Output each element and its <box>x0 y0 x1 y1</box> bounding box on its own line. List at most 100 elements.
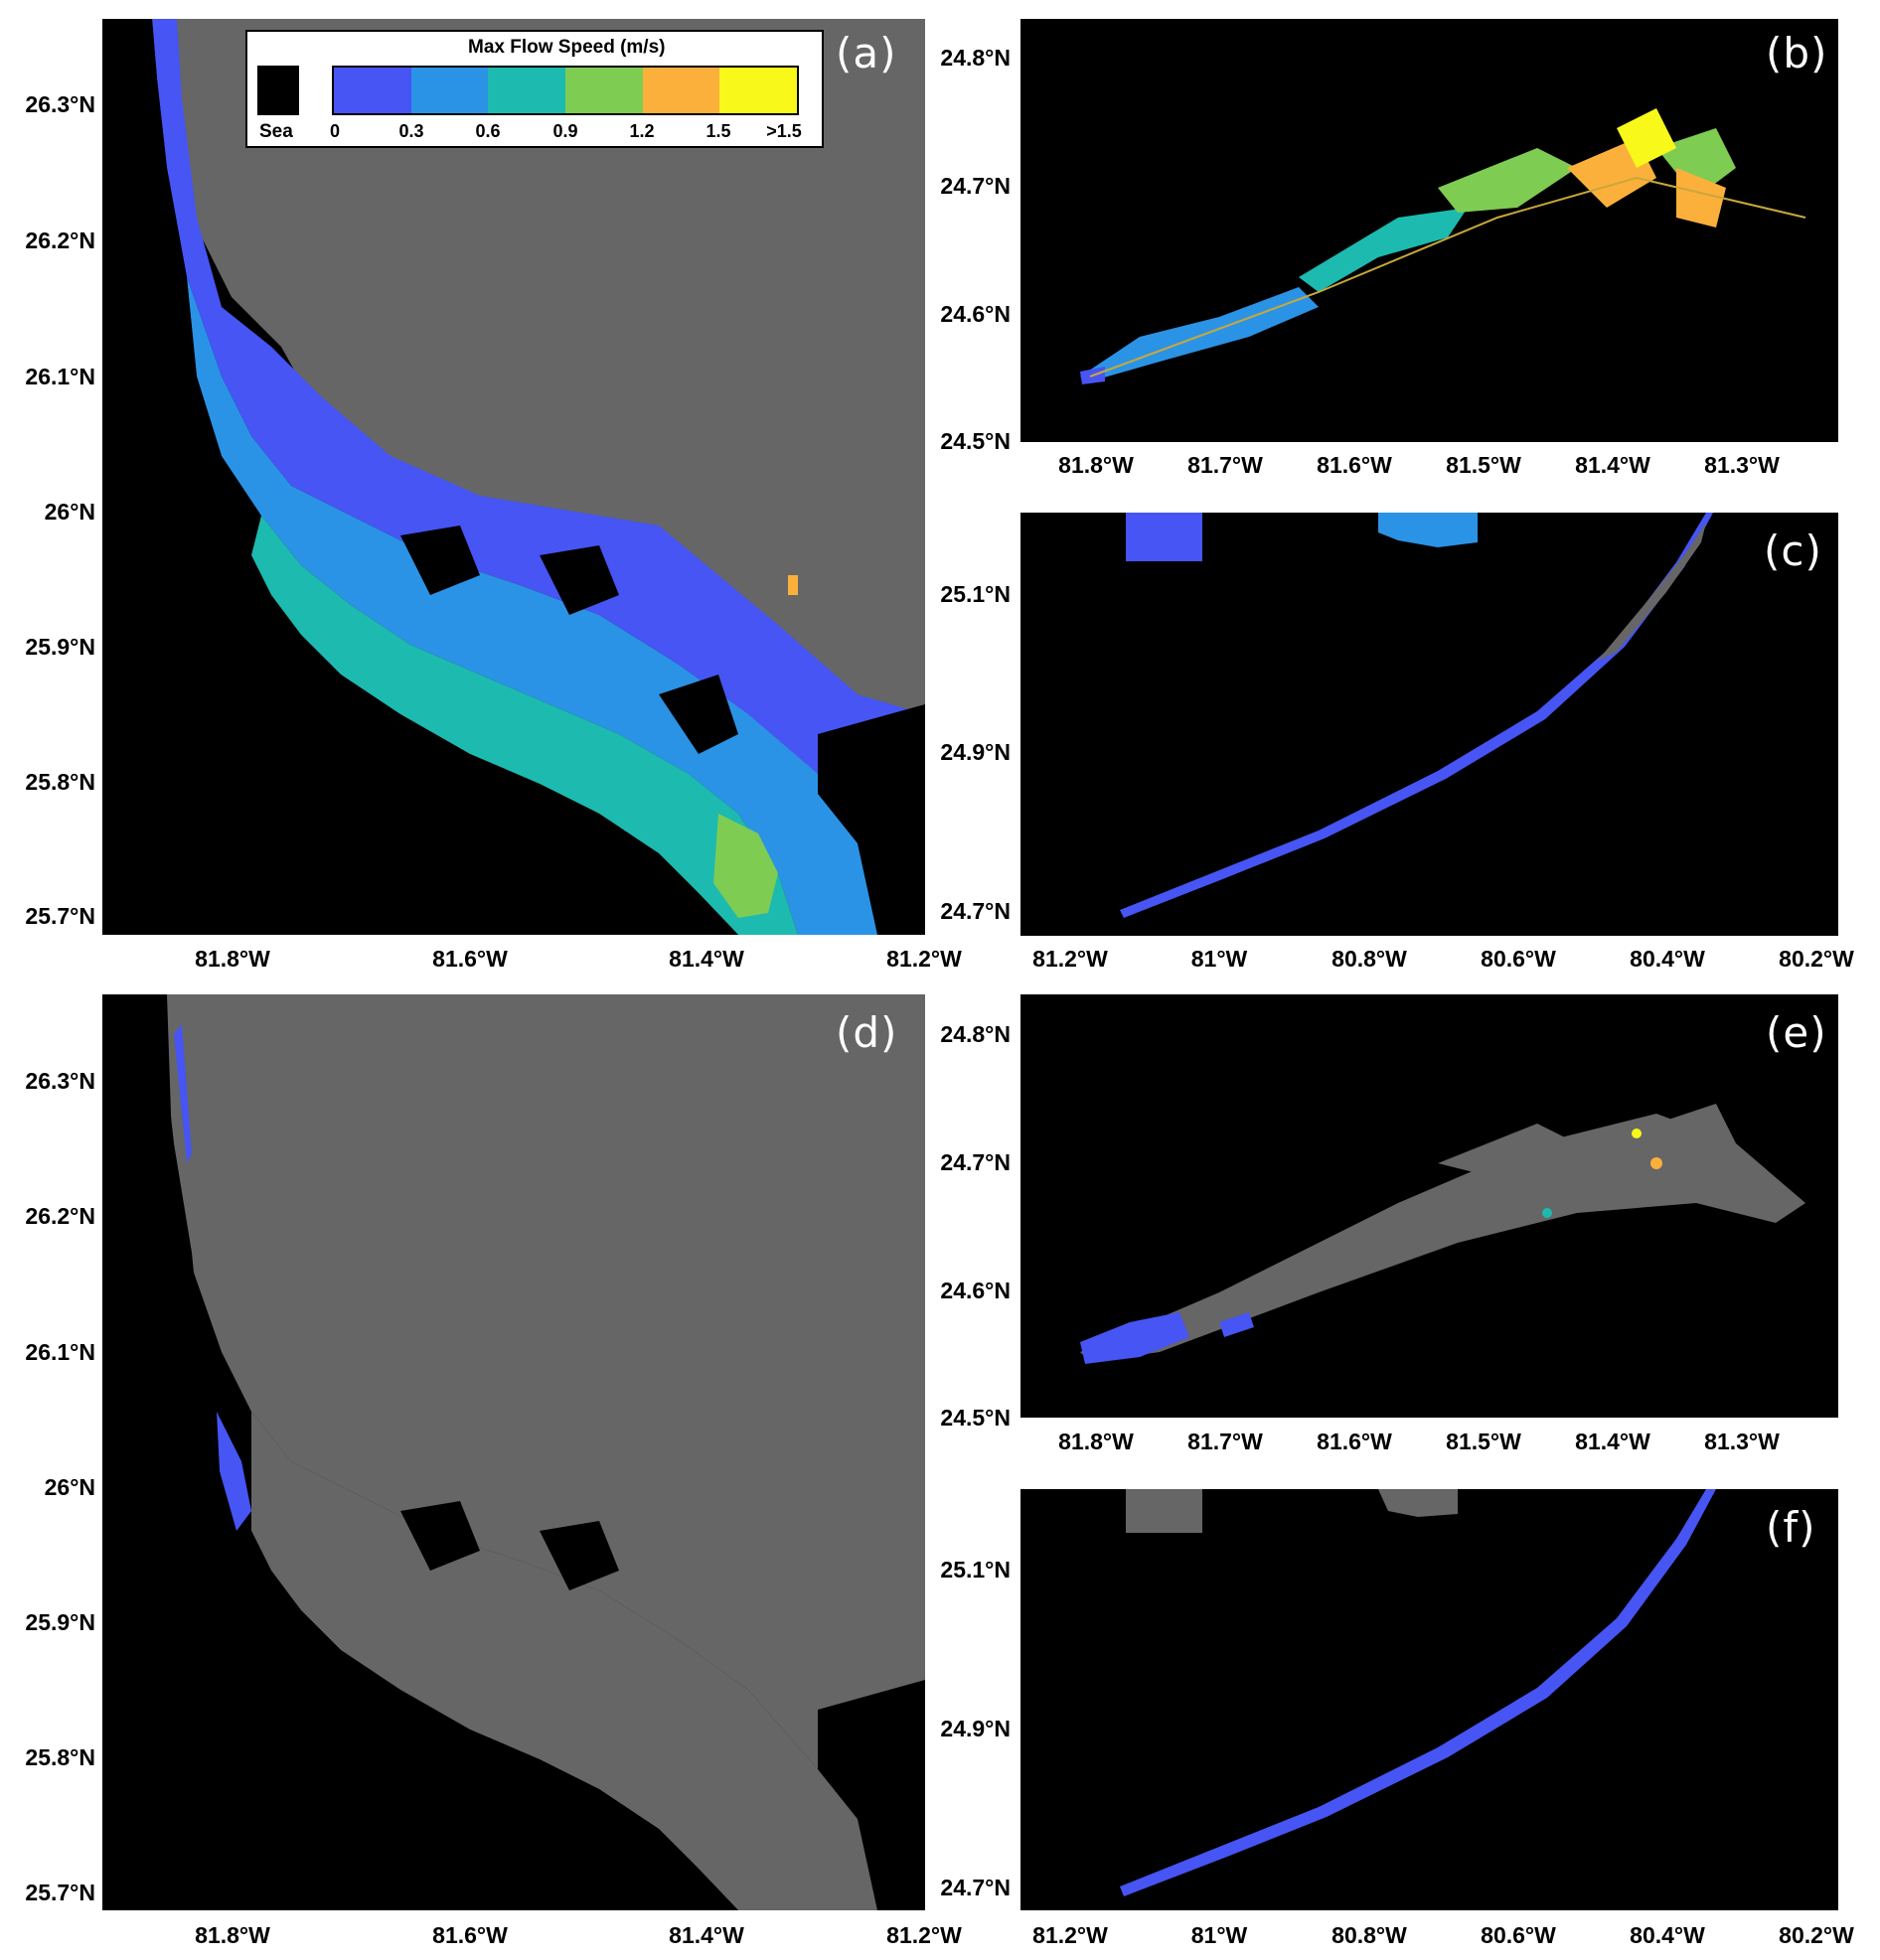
y-tick: 25.7°N <box>25 1880 95 1905</box>
flow-zone-lightblue <box>187 277 877 935</box>
y-tick: 24.7°N <box>940 173 1011 199</box>
x-tick: 81°W <box>1190 946 1248 972</box>
y-tick: 24.8°N <box>940 45 1011 71</box>
x-tick: 81.2°W <box>1032 946 1108 972</box>
y-tick: 25.1°N <box>940 581 1011 607</box>
y-tick: 24.5°N <box>940 428 1011 454</box>
x-tick: 80.2°W <box>1779 946 1854 972</box>
panel-label-c: (c) <box>1764 527 1822 575</box>
colorbar <box>332 66 799 115</box>
y-tick: 24.7°N <box>940 898 1011 924</box>
map-c-canvas <box>1120 513 1713 918</box>
colorbar-label: 1.2 <box>629 121 655 141</box>
colorbar-label: 0.6 <box>475 121 501 141</box>
flow-zone-yellow <box>1617 108 1676 168</box>
sea-region <box>102 19 738 935</box>
panel-label-b: (b) <box>1766 29 1828 77</box>
x-tick: 81.7°W <box>1187 1429 1263 1454</box>
x-tick: 81.5°W <box>1446 452 1521 478</box>
y-tick: 24.6°N <box>940 1278 1011 1303</box>
x-tick: 81.7°W <box>1187 452 1263 478</box>
x-tick: 81.6°W <box>1317 452 1392 478</box>
x-tick: 81.6°W <box>432 946 508 972</box>
x-tick: 81.2°W <box>886 946 962 972</box>
flow-zone-green <box>713 814 778 918</box>
colorbar-bin <box>719 68 798 113</box>
map-b-canvas <box>1080 108 1806 384</box>
colorbar-legend: Max Flow Speed (m/s) Sea 0 0.3 0.6 0.9 1… <box>245 30 824 148</box>
map-a-canvas <box>102 19 925 935</box>
x-tick: 81.6°W <box>432 1922 508 1948</box>
sea-inlets <box>400 526 925 935</box>
panel-label-e: (e) <box>1766 1008 1827 1057</box>
flow-zone-blue <box>1080 1312 1254 1364</box>
land-region <box>1438 1104 1736 1183</box>
map-panel-c: (c) <box>1020 513 1838 936</box>
land-region <box>1080 1114 1805 1362</box>
x-tick: 81.2°W <box>886 1922 962 1948</box>
y-tick: 26.3°N <box>25 1068 95 1094</box>
x-tick: 81.3°W <box>1704 452 1780 478</box>
x-tick: 80.6°W <box>1481 1922 1556 1948</box>
y-tick: 24.5°N <box>940 1405 1011 1431</box>
y-tick: 24.8°N <box>940 1021 1011 1047</box>
y-tick: 25.8°N <box>25 1744 95 1770</box>
x-tick: 80.4°W <box>1630 946 1705 972</box>
colorbar-label: 0 <box>329 121 341 141</box>
colorbar-bin <box>410 68 489 113</box>
legend-title: Max Flow Speed (m/s) <box>468 37 666 58</box>
colorbar-bin <box>334 68 411 113</box>
y-tick: 24.9°N <box>940 739 1011 765</box>
flow-cell-yellow <box>1632 1129 1642 1138</box>
x-tick: 80.6°W <box>1481 946 1556 972</box>
y-tick: 26.3°N <box>25 91 95 117</box>
x-tick: 81.4°W <box>669 1922 744 1948</box>
panel-label-f: (f) <box>1766 1503 1816 1552</box>
flow-zone-lightblue <box>1378 513 1478 547</box>
y-tick: 26°N <box>44 499 95 525</box>
keys-chain <box>1120 513 1713 918</box>
sea-inlets <box>400 1501 925 1910</box>
map-panel-f: (f) <box>1020 1489 1838 1910</box>
y-tick: 26.1°N <box>25 1339 95 1365</box>
colorbar-label: >1.5 <box>766 121 802 141</box>
y-tick: 25.8°N <box>25 769 95 795</box>
land-cell <box>1126 1489 1202 1533</box>
y-tick: 25.1°N <box>940 1557 1011 1583</box>
colorbar-label: 1.5 <box>705 121 731 141</box>
flow-zone-teal <box>1299 208 1468 292</box>
land-region <box>1378 1489 1458 1517</box>
y-tick: 24.9°N <box>940 1716 1011 1741</box>
y-tick: 26.2°N <box>25 227 95 253</box>
colorbar-label: 0.3 <box>398 121 424 141</box>
x-tick: 81.5°W <box>1446 1429 1521 1454</box>
map-panel-a: (a) Max Flow Speed (m/s) Sea 0 0.3 0.6 0… <box>102 19 925 935</box>
colorbar-bin <box>565 68 643 113</box>
x-tick: 81.8°W <box>195 946 270 972</box>
panel-label-d: (d) <box>836 1008 898 1057</box>
map-panel-d: (d) <box>102 994 925 1910</box>
map-d-canvas <box>102 994 925 1910</box>
flow-zone-blue <box>174 1024 251 1531</box>
land-region <box>167 994 925 1910</box>
flow-zone-orange <box>1567 138 1726 227</box>
flow-cell-orange <box>1650 1157 1662 1169</box>
key-outline <box>1089 176 1806 377</box>
colorbar-bin <box>642 68 720 113</box>
map-panel-e: (e) <box>1020 994 1838 1418</box>
x-tick: 80.4°W <box>1630 1922 1705 1948</box>
x-tick: 81.4°W <box>669 946 744 972</box>
y-tick: 26.1°N <box>25 364 95 389</box>
y-tick: 25.9°N <box>25 634 95 660</box>
land-region <box>251 1412 877 1910</box>
y-tick: 25.9°N <box>25 1609 95 1635</box>
colorbar-bin <box>488 68 566 113</box>
sea-label: Sea <box>259 121 293 142</box>
x-tick: 80.2°W <box>1779 1922 1854 1948</box>
sea-region <box>102 994 738 1910</box>
x-tick: 81.4°W <box>1575 1429 1650 1454</box>
y-tick: 26.2°N <box>25 1203 95 1229</box>
x-tick: 80.8°W <box>1332 1922 1407 1948</box>
keys-chain <box>1120 1489 1716 1896</box>
x-tick: 81.3°W <box>1704 1429 1780 1454</box>
